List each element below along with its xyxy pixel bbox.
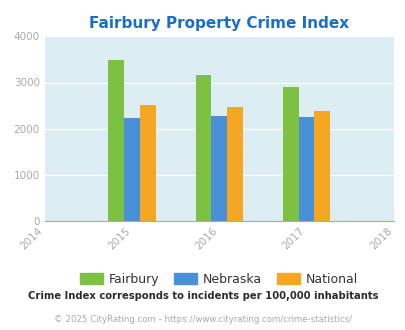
Bar <box>124 118 139 221</box>
Title: Fairbury Property Crime Index: Fairbury Property Crime Index <box>89 16 348 31</box>
Text: © 2025 CityRating.com - https://www.cityrating.com/crime-statistics/: © 2025 CityRating.com - https://www.city… <box>54 315 351 324</box>
Bar <box>282 87 298 221</box>
Bar <box>226 108 242 221</box>
Bar <box>298 117 313 221</box>
Bar <box>139 105 155 221</box>
Legend: Fairbury, Nebraska, National: Fairbury, Nebraska, National <box>75 268 362 291</box>
Text: Crime Index corresponds to incidents per 100,000 inhabitants: Crime Index corresponds to incidents per… <box>28 291 377 301</box>
Bar <box>313 112 329 221</box>
Bar <box>211 116 226 221</box>
Bar <box>108 60 124 221</box>
Bar <box>195 75 211 221</box>
